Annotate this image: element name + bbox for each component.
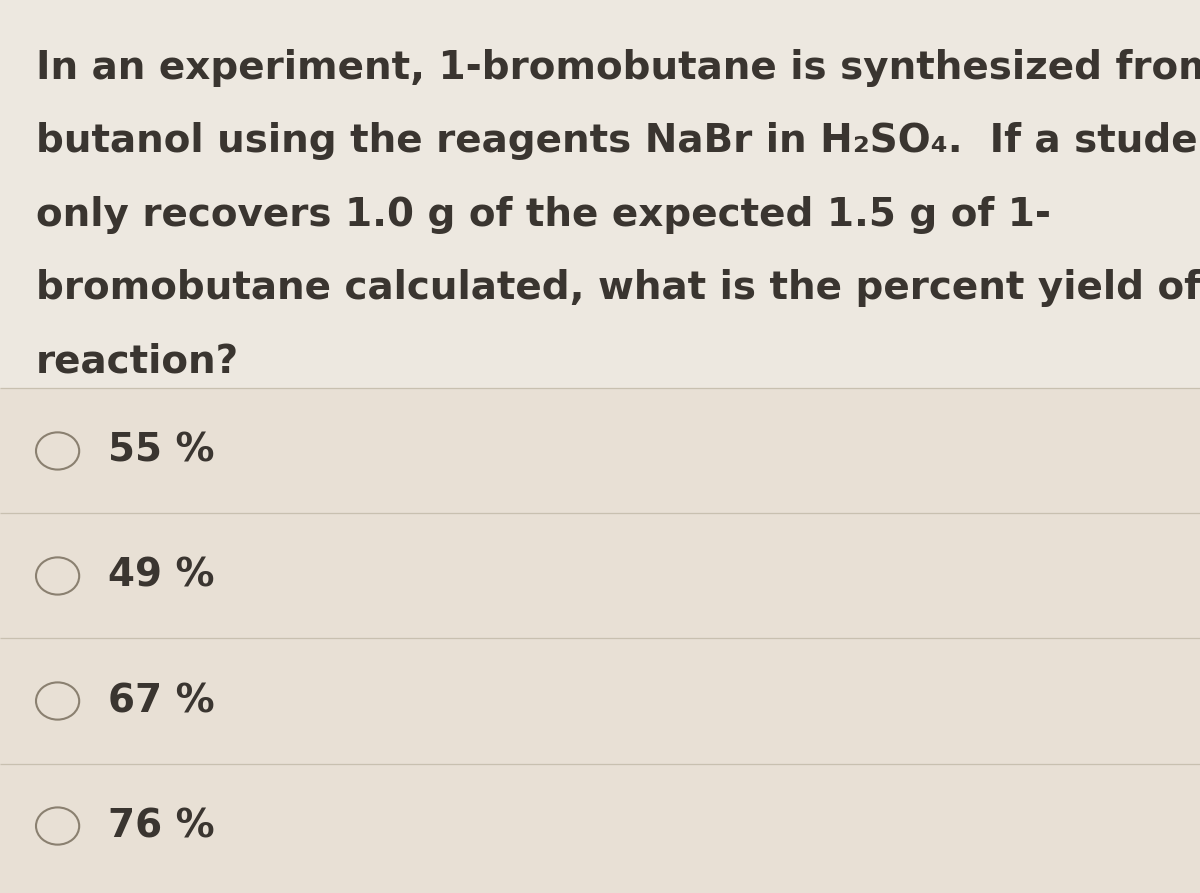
Text: In an experiment, 1-bromobutane is synthesized from 1-: In an experiment, 1-bromobutane is synth… [36,49,1200,88]
Text: 49 %: 49 % [108,557,215,595]
Text: 67 %: 67 % [108,682,215,720]
Text: butanol using the reagents NaBr in H₂SO₄.  If a student: butanol using the reagents NaBr in H₂SO₄… [36,122,1200,161]
Text: only recovers 1.0 g of the expected 1.5 g of 1-: only recovers 1.0 g of the expected 1.5 … [36,196,1051,234]
Text: bromobutane calculated, what is the percent yield of the: bromobutane calculated, what is the perc… [36,269,1200,307]
Bar [0,388,1200,893]
Bar [0,0,1200,388]
Text: reaction?: reaction? [36,342,239,380]
Text: 55 %: 55 % [108,432,215,470]
Text: 76 %: 76 % [108,807,215,845]
